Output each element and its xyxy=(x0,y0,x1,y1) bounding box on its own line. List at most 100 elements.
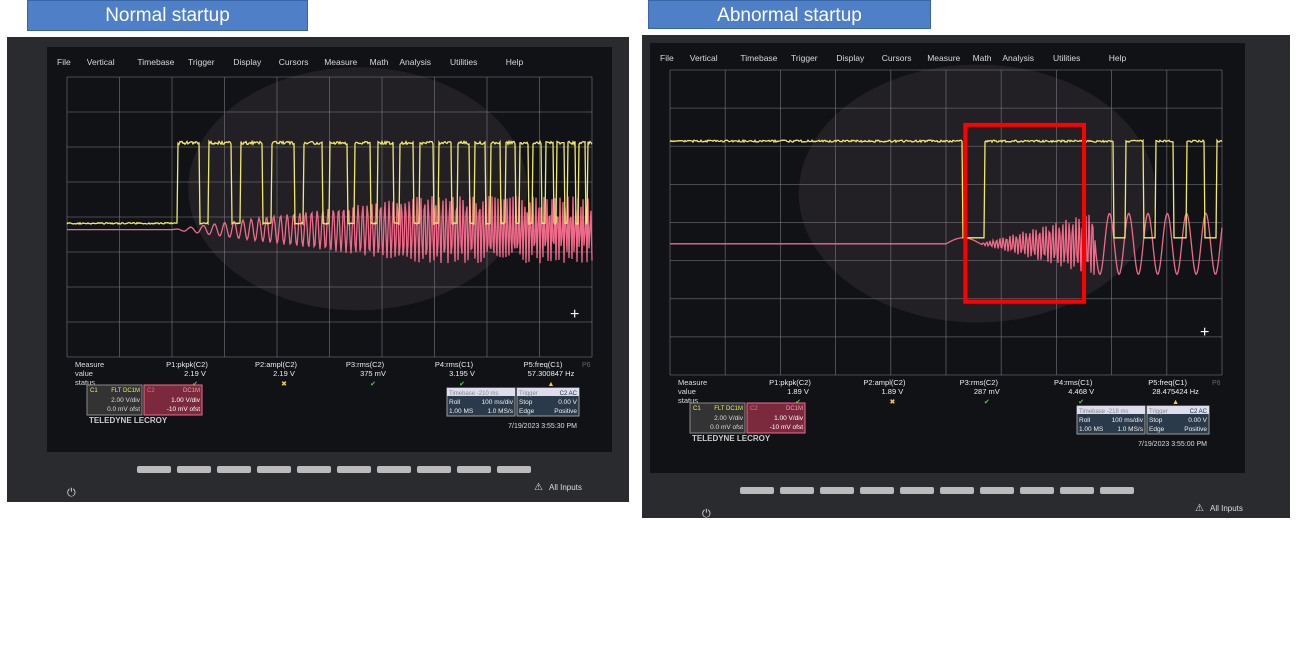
timebase-descriptor[interactable]: Timebase -210 ms Roll 100 ms/div 1.00 MS 1.0… xyxy=(447,388,515,416)
param-value: 287 mV xyxy=(974,387,1000,396)
param-value: 1.89 V xyxy=(787,387,809,396)
measure-label: value xyxy=(75,369,93,378)
menu-item-timebase[interactable]: Timebase xyxy=(137,57,174,67)
menu-item-analysis[interactable]: Analysis xyxy=(1002,53,1034,63)
param-value: 57.300847 Hz xyxy=(528,369,575,378)
soft-key-button[interactable] xyxy=(457,466,491,473)
soft-key-button[interactable] xyxy=(860,487,894,494)
soft-key-button[interactable] xyxy=(217,466,251,473)
menu-item-utilities[interactable]: Utilities xyxy=(1053,53,1080,63)
menu-item-cursors[interactable]: Cursors xyxy=(882,53,912,63)
brand-logo: TELEDYNE LECROY xyxy=(89,416,168,425)
menu-item-file[interactable]: File xyxy=(57,57,71,67)
caption-abnormal-startup: Abnormal startup xyxy=(648,0,931,29)
soft-key-button[interactable] xyxy=(417,466,451,473)
menu-item-display[interactable]: Display xyxy=(233,57,262,67)
warning-icon: ⚠ xyxy=(534,482,543,493)
svg-text:C2 AC: C2 AC xyxy=(1190,409,1208,415)
svg-text:C1: C1 xyxy=(693,406,701,412)
check-icon: ✔ xyxy=(370,381,376,388)
svg-text:100 ms/div: 100 ms/div xyxy=(1112,417,1144,424)
param-name: P1:pkpk(C2) xyxy=(769,378,811,387)
scope-svg: File Vertical Timebase Trigger Display Cursor… xyxy=(642,35,1290,518)
channel-1-descriptor[interactable]: C1 FLT DC1M 2.00 V/div 0.0 mV ofst xyxy=(690,403,745,433)
trigger-descriptor[interactable]: Trigger C2 AC Stop 0.00 V Edge Positive xyxy=(1147,406,1209,434)
svg-text:1.0 MS/s: 1.0 MS/s xyxy=(1117,426,1143,433)
menu-item-file[interactable]: File xyxy=(660,53,674,63)
menu-item-display[interactable]: Display xyxy=(836,53,865,63)
menu-item-trigger[interactable]: Trigger xyxy=(188,57,215,67)
svg-text:-10 mV ofst: -10 mV ofst xyxy=(167,406,200,413)
menu-item-trigger[interactable]: Trigger xyxy=(791,53,818,63)
svg-text:DC1M: DC1M xyxy=(786,406,803,412)
svg-text:Roll: Roll xyxy=(449,399,461,406)
svg-text:C2: C2 xyxy=(750,406,758,412)
soft-key-button[interactable] xyxy=(1100,487,1134,494)
soft-key-button[interactable] xyxy=(900,487,934,494)
soft-key-button[interactable] xyxy=(740,487,774,494)
menu-item-analysis[interactable]: Analysis xyxy=(399,57,431,67)
channel-1-descriptor[interactable]: C1 FLT DC1M 2.00 V/div 0.0 mV ofst xyxy=(87,385,142,415)
timebase-descriptor[interactable]: Timebase -218 ms Roll 100 ms/div 1.00 MS 1.0… xyxy=(1077,406,1145,434)
menu-item-cursors[interactable]: Cursors xyxy=(279,57,309,67)
param-name: P2:ampl(C2) xyxy=(863,378,906,387)
power-icon[interactable]: ⏻ xyxy=(67,487,76,499)
svg-text:Roll: Roll xyxy=(1079,417,1091,424)
soft-key-button[interactable] xyxy=(1060,487,1094,494)
soft-key-button[interactable] xyxy=(820,487,854,494)
menu-item-vertical[interactable]: Vertical xyxy=(690,53,718,63)
menu-item-help[interactable]: Help xyxy=(1109,53,1127,63)
svg-text:Trigger: Trigger xyxy=(519,391,538,397)
scope-svg: File Vertical Timebase Trigger Display Cursor… xyxy=(7,37,629,502)
menu-item-timebase[interactable]: Timebase xyxy=(740,53,777,63)
svg-text:Stop: Stop xyxy=(1149,417,1163,424)
param-value: 2.19 V xyxy=(184,369,206,378)
soft-key-button[interactable] xyxy=(137,466,171,473)
power-icon[interactable]: ⏻ xyxy=(702,508,711,518)
menu-item-help[interactable]: Help xyxy=(506,57,524,67)
svg-text:1.0 MS/s: 1.0 MS/s xyxy=(487,408,513,415)
soft-key-button[interactable] xyxy=(297,466,331,473)
svg-text:1.00 MS: 1.00 MS xyxy=(449,408,474,415)
svg-text:0.00 V: 0.00 V xyxy=(558,399,577,406)
soft-key-button[interactable] xyxy=(1020,487,1054,494)
soft-key-button[interactable] xyxy=(377,466,411,473)
soft-key-button[interactable] xyxy=(980,487,1014,494)
oscilloscope-photo-abnormal: File Vertical Timebase Trigger Display Cursor… xyxy=(642,35,1290,518)
svg-text:Trigger: Trigger xyxy=(1149,409,1168,415)
warning-icon: ⚠ xyxy=(1195,503,1204,514)
menu-item-vertical[interactable]: Vertical xyxy=(87,57,115,67)
caption-normal-startup: Normal startup xyxy=(27,0,308,31)
svg-text:100 ms/div: 100 ms/div xyxy=(482,399,514,406)
soft-key-button[interactable] xyxy=(940,487,974,494)
svg-text:2.00 V/div: 2.00 V/div xyxy=(111,397,141,404)
menu-item-measure[interactable]: Measure xyxy=(324,57,357,67)
channel-2-descriptor[interactable]: C2 DC1M 1.00 V/div -10 mV ofst xyxy=(144,385,202,415)
cross-icon: ✖ xyxy=(889,399,895,406)
brand-logo: TELEDYNE LECROY xyxy=(692,434,771,443)
param-value: 1.89 V xyxy=(882,387,904,396)
check-icon: ✔ xyxy=(459,381,465,388)
menu-item-measure[interactable]: Measure xyxy=(927,53,960,63)
svg-text:Positive: Positive xyxy=(1184,426,1207,433)
param-name: P1:pkpk(C2) xyxy=(166,360,208,369)
param-name: P5:freq(C1) xyxy=(524,360,563,369)
trigger-descriptor[interactable]: Trigger C2 AC Stop 0.00 V Edge Positive xyxy=(517,388,579,416)
soft-key-button[interactable] xyxy=(337,466,371,473)
channel-2-descriptor[interactable]: C2 DC1M 1.00 V/div -10 mV ofst xyxy=(747,403,805,433)
datetime: 7/19/2023 3:55:00 PM xyxy=(1138,441,1207,448)
soft-key-button[interactable] xyxy=(257,466,291,473)
soft-key-button[interactable] xyxy=(177,466,211,473)
param-name: P5:freq(C1) xyxy=(1148,378,1187,387)
soft-key-button[interactable] xyxy=(780,487,814,494)
soft-key-button[interactable] xyxy=(497,466,531,473)
svg-text:C2 AC: C2 AC xyxy=(560,391,578,397)
menu-item-utilities[interactable]: Utilities xyxy=(450,57,477,67)
all-inputs-label: All Inputs xyxy=(1210,504,1243,513)
all-inputs-label: All Inputs xyxy=(549,483,582,492)
menu-item-math[interactable]: Math xyxy=(973,53,992,63)
param-value: 375 mV xyxy=(360,369,386,378)
menu-item-math[interactable]: Math xyxy=(370,57,389,67)
svg-text:Positive: Positive xyxy=(554,408,577,415)
param-name: P4:rms(C1) xyxy=(1054,378,1093,387)
